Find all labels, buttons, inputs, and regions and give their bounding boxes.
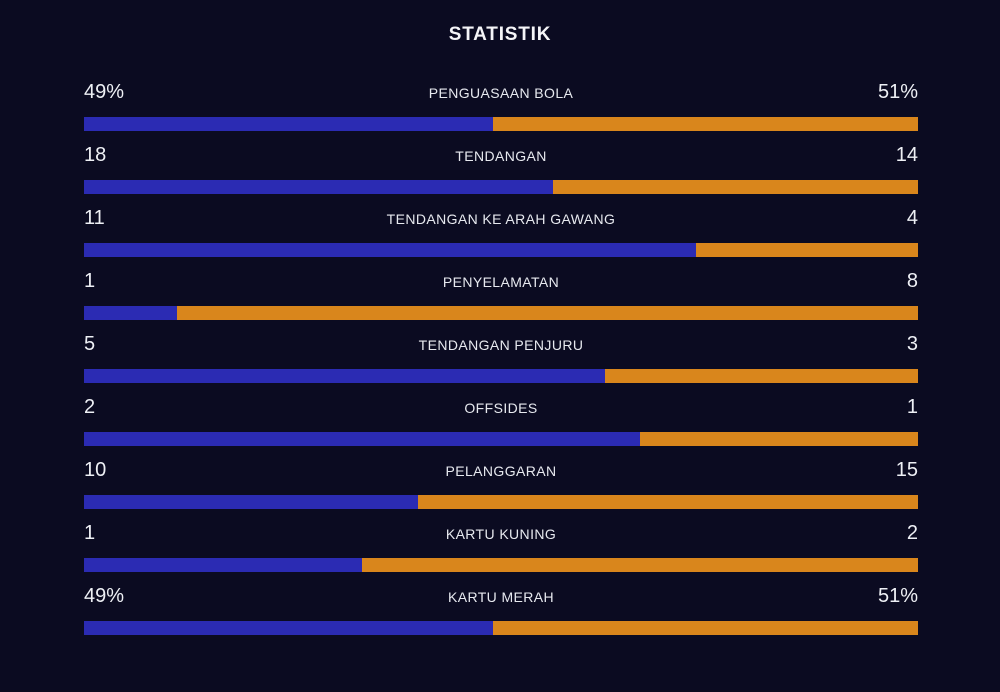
away-value: 1 xyxy=(906,396,918,418)
away-value: 2 xyxy=(906,522,918,544)
stat-bar xyxy=(84,117,918,131)
stat-label: PENYELAMATAN xyxy=(442,274,560,290)
stat-label: PENGUASAAN BOLA xyxy=(428,85,574,101)
stat-bar xyxy=(84,243,918,257)
stat-row: 49% PENGUASAAN BOLA 51% xyxy=(84,80,918,131)
stat-row: 2 OFFSIDES 1 xyxy=(84,395,918,446)
stat-bar xyxy=(84,495,918,509)
away-bar-segment xyxy=(492,621,918,635)
home-value: 1 xyxy=(84,522,96,544)
home-value: 1 xyxy=(84,270,96,292)
stat-row-header: 5 TENDANGAN PENJURU 3 xyxy=(84,332,918,356)
stat-label: TENDANGAN KE ARAH GAWANG xyxy=(386,211,616,227)
stat-row: 1 KARTU KUNING 2 xyxy=(84,521,918,572)
away-value: 15 xyxy=(895,459,918,481)
stat-bar xyxy=(84,306,918,320)
home-value: 18 xyxy=(84,144,107,166)
stat-row: 18 TENDANGAN 14 xyxy=(84,143,918,194)
stat-label: PELANGGARAN xyxy=(445,463,557,479)
stat-label: TENDANGAN PENJURU xyxy=(418,337,584,353)
stat-row-header: 49% KARTU MERAH 51% xyxy=(84,584,918,608)
away-bar-segment xyxy=(176,306,918,320)
stat-label: KARTU KUNING xyxy=(445,526,557,542)
home-value: 49% xyxy=(84,585,125,607)
home-value: 2 xyxy=(84,396,96,418)
stat-row-header: 49% PENGUASAAN BOLA 51% xyxy=(84,80,918,104)
home-bar-segment xyxy=(84,306,177,320)
stat-bar xyxy=(84,621,918,635)
home-bar-segment xyxy=(84,432,640,446)
page-title: STATISTIK xyxy=(448,24,552,45)
away-bar-segment xyxy=(605,369,918,383)
stat-bar xyxy=(84,180,918,194)
away-bar-segment xyxy=(639,432,918,446)
away-value: 51% xyxy=(877,585,918,607)
home-bar-segment xyxy=(84,558,362,572)
home-bar-segment xyxy=(84,117,493,131)
home-value: 49% xyxy=(84,81,125,103)
stat-row: 10 PELANGGARAN 15 xyxy=(84,458,918,509)
stat-row: 1 PENYELAMATAN 8 xyxy=(84,269,918,320)
stat-row: 5 TENDANGAN PENJURU 3 xyxy=(84,332,918,383)
stat-bar xyxy=(84,558,918,572)
home-value: 11 xyxy=(84,207,105,229)
away-value: 14 xyxy=(895,144,918,166)
home-bar-segment xyxy=(84,369,606,383)
stat-label: TENDANGAN xyxy=(455,148,547,164)
away-bar-segment xyxy=(361,558,918,572)
home-bar-segment xyxy=(84,621,493,635)
away-value: 51% xyxy=(877,81,918,103)
away-bar-segment xyxy=(492,117,918,131)
home-bar-segment xyxy=(84,180,554,194)
stat-row-header: 2 OFFSIDES 1 xyxy=(84,395,918,419)
home-bar-segment xyxy=(84,495,418,509)
away-bar-segment xyxy=(417,495,918,509)
stat-row: 49% KARTU MERAH 51% xyxy=(84,584,918,635)
home-value: 10 xyxy=(84,459,107,481)
statistics-panel: 49% PENGUASAAN BOLA 51% 18 TENDANGAN 14 … xyxy=(84,80,918,635)
away-bar-segment xyxy=(553,180,918,194)
stat-bar xyxy=(84,432,918,446)
home-value: 5 xyxy=(84,333,96,355)
stat-row: 11 TENDANGAN KE ARAH GAWANG 4 xyxy=(84,206,918,257)
stat-label: KARTU MERAH xyxy=(447,589,555,605)
away-value: 4 xyxy=(906,207,918,229)
stat-bar xyxy=(84,369,918,383)
home-bar-segment xyxy=(84,243,696,257)
stat-row-header: 1 PENYELAMATAN 8 xyxy=(84,269,918,293)
away-value: 8 xyxy=(906,270,918,292)
stat-label: OFFSIDES xyxy=(464,400,538,416)
stat-row-header: 18 TENDANGAN 14 xyxy=(84,143,918,167)
stat-row-header: 11 TENDANGAN KE ARAH GAWANG 4 xyxy=(84,206,918,230)
stat-row-header: 1 KARTU KUNING 2 xyxy=(84,521,918,545)
stat-row-header: 10 PELANGGARAN 15 xyxy=(84,458,918,482)
away-value: 3 xyxy=(906,333,918,355)
away-bar-segment xyxy=(695,243,918,257)
